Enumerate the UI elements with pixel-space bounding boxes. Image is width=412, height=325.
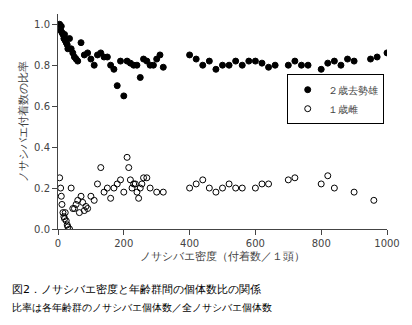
svg-text:1000: 1000: [374, 238, 399, 249]
svg-text:1.0: 1.0: [34, 19, 50, 30]
svg-text:0.6: 0.6: [34, 101, 50, 112]
svg-text:0: 0: [55, 238, 61, 249]
svg-text:0.2: 0.2: [34, 183, 50, 194]
svg-text:１歳雌: １歳雌: [328, 104, 358, 115]
svg-text:ノサシバエ密度（付着数／１頭）: ノサシバエ密度（付着数／１頭）: [140, 250, 305, 263]
svg-text:0.4: 0.4: [34, 142, 50, 153]
svg-text:600: 600: [246, 238, 265, 249]
svg-text:図2．ノサシバエ密度と年齢群間の個体数比の関係: 図2．ノサシバエ密度と年齢群間の個体数比の関係: [12, 283, 261, 296]
svg-text:２歳去勢雄: ２歳去勢雄: [328, 85, 378, 96]
svg-text:400: 400: [180, 238, 199, 249]
svg-text:800: 800: [312, 238, 331, 249]
svg-text:ノサシバエ付着数の比率: ノサシバエ付着数の比率: [17, 61, 30, 182]
svg-text:200: 200: [114, 238, 133, 249]
svg-text:比率は各年齢群のノサシバエ個体数／全ノサシバエ個体数: 比率は各年齢群のノサシバエ個体数／全ノサシバエ個体数: [12, 302, 272, 313]
svg-text:0.0: 0.0: [34, 224, 50, 235]
svg-text:0.8: 0.8: [34, 60, 50, 71]
